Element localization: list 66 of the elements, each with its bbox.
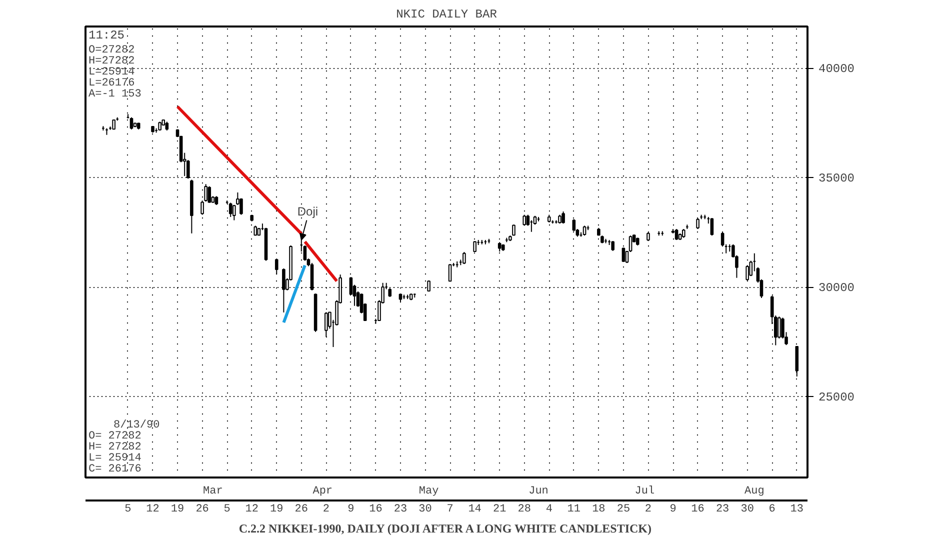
x-tick-label: 2	[322, 504, 330, 516]
x-tick-label: 23	[394, 504, 408, 516]
x-tick-label: 5	[224, 504, 230, 516]
x-tick-label: 11	[567, 504, 581, 516]
x-tick-label: 26	[294, 504, 308, 516]
candlestick	[710, 218, 714, 236]
x-tick-label: 5	[124, 504, 132, 516]
x-tick-label: 9	[670, 504, 676, 516]
candlestick	[448, 264, 452, 282]
x-tick-label: 18	[592, 504, 606, 516]
annotation: 8/13/90 O= 27282 H= 27282 L= 25914 C= 26176	[88, 420, 160, 476]
x-tick-label: 28	[518, 504, 531, 516]
candlestick	[112, 119, 116, 130]
candlestick	[582, 225, 586, 236]
x-tick-label: 4	[546, 504, 553, 516]
candlestick	[622, 247, 626, 262]
x-tick-label: 26	[196, 504, 209, 516]
chart-title: NKIC DAILY BAR	[396, 8, 497, 22]
x-tick-label: 16	[369, 504, 382, 516]
candlestick	[282, 268, 286, 313]
y-tick-label: 30000	[818, 281, 855, 296]
x-tick-label: 6	[768, 504, 776, 516]
text: C.2.2 NIKKEI-1990, DAILY (DOJI AFTER A LONG WHITE CANDLESTICK)	[238, 522, 652, 536]
candlestick	[473, 240, 476, 252]
candlestick	[498, 242, 502, 252]
x2-tick-label: Aug	[744, 486, 764, 498]
x2-tick-label: Mar	[203, 486, 223, 498]
candlestick	[522, 214, 526, 226]
x-tick-label: 12	[245, 504, 258, 516]
x-tick-label: 30	[418, 504, 432, 516]
x-tick-label: 12	[146, 504, 160, 516]
annotation: O=27282 H=27282 L=25914 L=26176 A=-1 153	[88, 44, 142, 100]
x-tick-label: 9	[348, 504, 354, 516]
candlestick	[274, 258, 278, 276]
x-tick-label: 19	[270, 504, 284, 516]
candlestick	[232, 204, 236, 221]
candlestick	[562, 211, 565, 224]
x-tick-label: 21	[492, 504, 507, 516]
x-tick-label: 30	[740, 504, 754, 516]
x-tick-label: 25	[616, 504, 630, 516]
x2-tick-label: May	[418, 486, 440, 498]
candlestick	[674, 228, 678, 240]
candlestick	[746, 264, 749, 281]
x-tick-label: 16	[691, 504, 704, 516]
y-tick-label: 35000	[818, 172, 855, 186]
x-tick-label: 2	[644, 504, 652, 516]
candlestick	[696, 218, 700, 230]
x2-tick-label: Jun	[528, 486, 548, 498]
candlestick	[208, 186, 212, 204]
x-tick-label: 7	[446, 504, 454, 516]
x-tick-label: 13	[790, 504, 804, 516]
y-tick-label: 25000	[818, 390, 855, 404]
x-tick-label: 19	[170, 504, 184, 516]
candlestick	[778, 316, 781, 339]
annotation: Doji	[297, 204, 318, 218]
x-tick-label: 23	[716, 504, 730, 516]
candlestick	[130, 116, 134, 130]
candlestick	[462, 252, 466, 265]
x2-tick-label: Apr	[312, 486, 333, 498]
candlestick	[228, 202, 232, 218]
annotation: 11:25	[88, 28, 125, 42]
x-tick-label: 14	[468, 504, 482, 516]
candlestick	[611, 240, 614, 252]
y-tick-label: 40000	[818, 62, 855, 76]
candlestick	[324, 312, 328, 338]
x2-tick-label: Jul	[634, 486, 655, 498]
